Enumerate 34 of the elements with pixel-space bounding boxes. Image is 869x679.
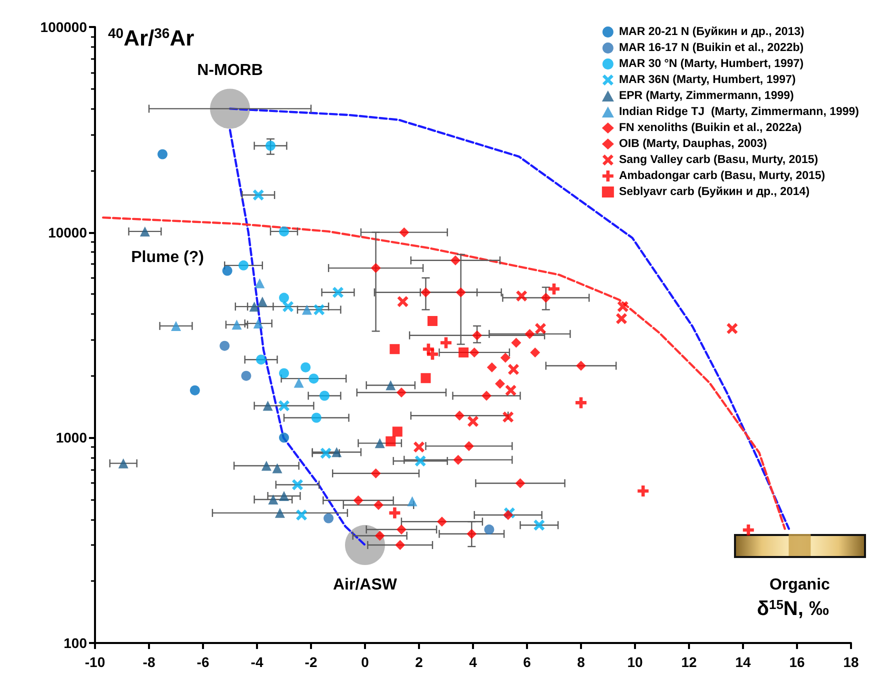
legend-label: Ambadongar carb (Basu, Murty, 2015) [618, 170, 826, 182]
x-tick-label: 4 [469, 654, 478, 670]
legend-label: OIB (Marty, Dauphas, 2003) [618, 138, 768, 150]
annotation: Air/ASW [333, 576, 398, 594]
x-tick-label: -10 [84, 654, 106, 670]
legend-label: MAR 30 °N (Marty, Humbert, 1997) [618, 58, 804, 70]
legend-label: EPR (Marty, Zimmermann, 1999) [618, 90, 794, 102]
x-tick-label: 10 [627, 654, 643, 670]
x-tick-label: -6 [196, 654, 210, 670]
x-tick-label: 16 [789, 654, 805, 670]
y-tick-label: 100 [64, 635, 88, 651]
x-tick-label: 14 [735, 654, 751, 670]
x-tick-label: 2 [415, 654, 424, 670]
x-tick-label: 0 [361, 654, 370, 670]
x-tick-label: -4 [250, 654, 264, 670]
y-tick-label: 100000 [40, 19, 88, 35]
annotation: Plume (?) [131, 249, 204, 266]
legend-label: FN xenoliths (Buikin et al., 2022a) [618, 122, 802, 134]
legend-label: Indian Ridge TJ (Marty, Zimmermann, 1999) [618, 106, 860, 118]
x-tick-label: 12 [681, 654, 697, 670]
legend-label: Seblyavr carb (Буйкин и др., 2014) [618, 186, 810, 198]
x-tick-label: 18 [843, 654, 859, 670]
x-tick-label: 6 [523, 654, 532, 670]
legend-label: MAR 36N (Marty, Humbert, 1997) [618, 74, 796, 86]
legend-label: Sang Valley carb (Basu, Murty, 2015) [618, 154, 818, 166]
legend-label: MAR 20-21 N (Буйкин и др., 2013) [618, 26, 805, 38]
y-tick-label: 1000 [56, 430, 88, 446]
y-tick-label: 10000 [48, 224, 88, 240]
legend-label: MAR 16-17 N (Buikin et al., 2022b) [618, 42, 804, 54]
x-tick-label: -8 [142, 654, 156, 670]
annotation: N-MORB [197, 62, 263, 80]
annotation: Organic [769, 576, 830, 594]
x-tick-label: 8 [577, 654, 586, 670]
x-tick-label: -2 [304, 654, 318, 670]
